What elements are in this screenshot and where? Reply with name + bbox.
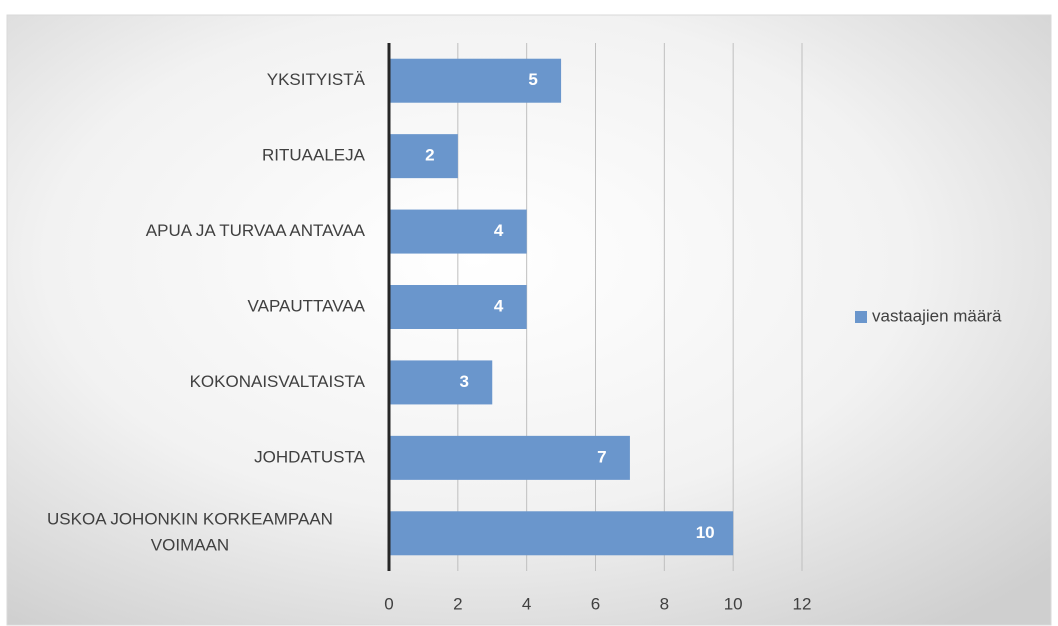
- value-label: 5: [528, 70, 537, 89]
- bar: [389, 511, 734, 556]
- y-tick-label: VAPAUTTAVAA: [248, 296, 366, 315]
- bar: [389, 360, 493, 405]
- y-tick-label: KOKONAISVALTAISTA: [190, 372, 366, 391]
- x-tick-label: 6: [591, 594, 600, 613]
- bar: [389, 58, 562, 103]
- value-label: 10: [696, 523, 715, 542]
- x-tick-label: 4: [522, 594, 531, 613]
- y-tick-label: YKSITYISTÄ: [267, 70, 366, 89]
- bar: [389, 285, 527, 329]
- y-tick-label: APUA JA TURVAA ANTAVAA: [146, 221, 366, 240]
- x-tick-label: 2: [453, 594, 462, 613]
- x-tick-label: 8: [660, 594, 669, 613]
- x-tick-label: 0: [384, 594, 393, 613]
- legend-label: vastaajien määrä: [872, 306, 1002, 325]
- x-tick-label: 12: [793, 594, 812, 613]
- y-tick-label: JOHDATUSTA: [254, 447, 365, 466]
- value-label: 4: [494, 221, 504, 240]
- value-label: 2: [425, 146, 434, 165]
- bar: [389, 134, 458, 179]
- bar: [389, 435, 630, 480]
- value-label: 3: [460, 372, 469, 391]
- legend-marker: [855, 311, 867, 323]
- y-tick-label: RITUAALEJA: [262, 146, 366, 165]
- y-tick-label: USKOA JOHONKIN KORKEAMPAAN VOIMAAN: [47, 510, 333, 555]
- value-label: 4: [494, 296, 504, 315]
- bar: [389, 209, 527, 254]
- value-label: 7: [597, 447, 606, 466]
- x-tick-label: 10: [724, 594, 743, 613]
